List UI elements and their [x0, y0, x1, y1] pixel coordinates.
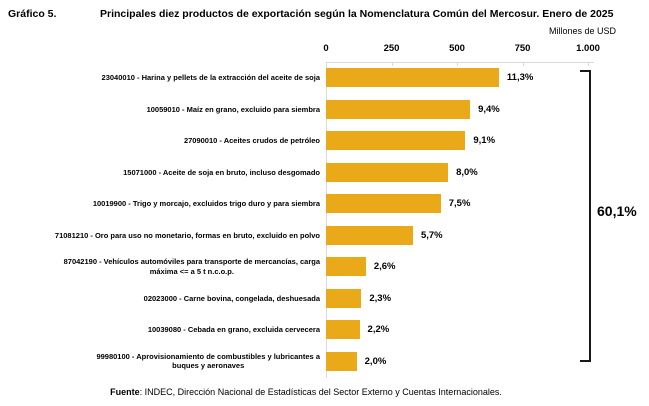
x-tick-label: 500	[449, 43, 465, 54]
bar-value-label: 7,5%	[448, 198, 471, 210]
bar-value-label: 11,3%	[506, 72, 534, 84]
x-axis-tickmark	[326, 62, 327, 66]
bar-area: 5,7%	[326, 220, 636, 252]
bar	[326, 225, 413, 245]
chart-row: 23040010 - Harina y pellets de la extrac…	[0, 62, 649, 94]
category-label: 15071000 - Aceite de soja en bruto, incl…	[123, 168, 320, 178]
chart-row: 99980100 - Aprovisionamiento de combusti…	[0, 346, 649, 378]
category-label-line: 02023000 - Carne bovina, congelada, desh…	[143, 293, 320, 303]
x-axis-tickmark	[391, 62, 393, 66]
bar	[326, 257, 366, 277]
chart-title: Principales diez productos de exportació…	[100, 8, 614, 20]
category-label-line: 10059010 - Maíz en grano, excluido para …	[146, 104, 320, 114]
chart-row: 15071000 - Aceite de soja en bruto, incl…	[0, 157, 649, 189]
chart-row: 10059010 - Maíz en grano, excluido para …	[0, 94, 649, 126]
bar-value-label: 2,0%	[364, 355, 387, 367]
category-label-line: 71081210 - Oro para uso no monetario, fo…	[54, 230, 320, 240]
x-axis-tick-labels: 0 250 500 750 1.000	[323, 43, 600, 55]
chart-row: 87042190 - Vehículos automóviles para tr…	[0, 251, 649, 283]
category-label: 10019900 - Trigo y morcajo, excluidos tr…	[93, 199, 320, 209]
share-bracket	[580, 70, 591, 362]
chart-row: 71081210 - Oro para uso no monetario, fo…	[0, 220, 649, 252]
chart-row: 10039080 - Cebada en grano, excluida cer…	[0, 314, 649, 346]
bar-value-label: 2,3%	[369, 292, 392, 304]
bar-area: 8,0%	[326, 157, 636, 189]
category-label-wrap: 10039080 - Cebada en grano, excluida cer…	[0, 314, 320, 346]
bar-area: 7,5%	[326, 188, 636, 220]
bar-area: 9,1%	[326, 125, 636, 157]
category-label-wrap: 87042190 - Vehículos automóviles para tr…	[0, 251, 320, 283]
category-label: 87042190 - Vehículos automóviles para tr…	[64, 257, 320, 276]
category-label: 23040010 - Harina y pellets de la extrac…	[102, 73, 320, 83]
bar-rows: 23040010 - Harina y pellets de la extrac…	[0, 62, 649, 377]
chart-row: 10019900 - Trigo y morcajo, excluidos tr…	[0, 188, 649, 220]
source-note-text: : INDEC, Dirección Nacional de Estadísti…	[139, 387, 502, 397]
bar-value-label: 5,7%	[420, 229, 443, 241]
category-label-wrap: 27090010 - Aceites crudos de petróleo	[0, 125, 320, 157]
bar-area: 2,2%	[326, 314, 636, 346]
x-tick-label: 750	[514, 43, 531, 54]
category-label-line: 99980100 - Aprovisionamiento de combusti…	[96, 351, 320, 361]
bar-area: 2,0%	[326, 346, 636, 378]
category-label-line: 23040010 - Harina y pellets de la extrac…	[101, 73, 320, 82]
bar-value-label: 2,6%	[373, 261, 396, 273]
category-label: 99980100 - Aprovisionamiento de combusti…	[96, 352, 320, 371]
category-label-line: máxima <= a 5 t n.c.o.p.	[149, 266, 234, 276]
chart-row: 27090010 - Aceites crudos de petróleo 9,…	[0, 125, 649, 157]
category-label: 27090010 - Aceites crudos de petróleo	[184, 136, 320, 146]
x-tick-label: 0	[323, 43, 329, 54]
bar-value-label: 8,0%	[456, 166, 478, 178]
category-label: 02023000 - Carne bovina, congelada, desh…	[144, 294, 320, 304]
bar	[326, 351, 357, 371]
bar-area: 9,4%	[326, 94, 636, 126]
category-label-line: 10019900 - Trigo y morcajo, excluidos tr…	[92, 199, 320, 208]
x-axis-tickmark	[522, 62, 524, 66]
category-label: 10039080 - Cebada en grano, excluida cer…	[148, 325, 320, 335]
x-axis-line	[326, 62, 594, 63]
bar	[326, 320, 360, 340]
category-label-wrap: 15071000 - Aceite de soja en bruto, incl…	[0, 157, 320, 189]
x-axis-tickmark	[457, 62, 458, 66]
bar	[326, 131, 466, 151]
chart-row: 02023000 - Carne bovina, congelada, desh…	[0, 283, 649, 315]
category-label-wrap: 99980100 - Aprovisionamiento de combusti…	[0, 346, 320, 378]
bar-area: 11,3%	[326, 62, 636, 94]
category-label-wrap: 71081210 - Oro para uso no monetario, fo…	[0, 220, 320, 252]
bar	[326, 288, 362, 308]
category-label-wrap: 02023000 - Carne bovina, congelada, desh…	[0, 283, 320, 315]
category-label: 71081210 - Oro para uso no monetario, fo…	[55, 231, 320, 241]
axis-unit-label: Millones de USD	[548, 26, 616, 36]
x-tick-label: 250	[383, 43, 400, 54]
category-label: 10059010 - Maíz en grano, excluido para …	[147, 105, 320, 115]
category-label-line: 15071000 - Aceite de soja en bruto, incl…	[123, 167, 320, 177]
bar-value-label: 9,4%	[478, 103, 500, 115]
category-label-line: buques y aeronaves	[172, 361, 245, 371]
category-label-line: 27090010 - Aceites crudos de petróleo	[183, 136, 320, 145]
category-label-wrap: 10019900 - Trigo y morcajo, excluidos tr…	[0, 188, 320, 220]
category-label-wrap: 23040010 - Harina y pellets de la extrac…	[0, 62, 320, 94]
category-label-line: 10039080 - Cebada en grano, excluida cer…	[147, 325, 320, 334]
bar-area: 2,6%	[326, 251, 636, 283]
bar	[326, 162, 449, 182]
bar-value-label: 9,1%	[473, 135, 496, 147]
x-tick-label: 1.000	[576, 43, 600, 54]
category-label-line: 87042190 - Vehículos automóviles para tr…	[63, 257, 320, 267]
bar-area: 2,3%	[326, 283, 636, 315]
graphic-number-label: Gráfico 5.	[8, 8, 57, 20]
source-note: Fuente: INDEC, Dirección Nacional de Est…	[0, 387, 612, 397]
x-axis-tickmark	[588, 62, 589, 66]
category-label-wrap: 10059010 - Maíz en grano, excluido para …	[0, 94, 320, 126]
bar	[326, 99, 471, 119]
source-note-bold: Fuente	[110, 387, 140, 397]
bar	[326, 194, 441, 214]
share-total-label: 60,1%	[597, 203, 637, 219]
bar-value-label: 2,2%	[367, 324, 390, 336]
y-axis-line	[326, 62, 327, 378]
bar	[326, 68, 499, 88]
